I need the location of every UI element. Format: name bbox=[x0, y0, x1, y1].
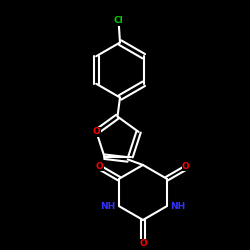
Text: NH: NH bbox=[170, 202, 186, 211]
Text: Cl: Cl bbox=[114, 16, 124, 25]
Text: O: O bbox=[182, 162, 190, 171]
Text: NH: NH bbox=[100, 202, 116, 211]
Text: O: O bbox=[96, 162, 103, 171]
Text: O: O bbox=[92, 128, 100, 136]
Text: O: O bbox=[139, 239, 147, 248]
